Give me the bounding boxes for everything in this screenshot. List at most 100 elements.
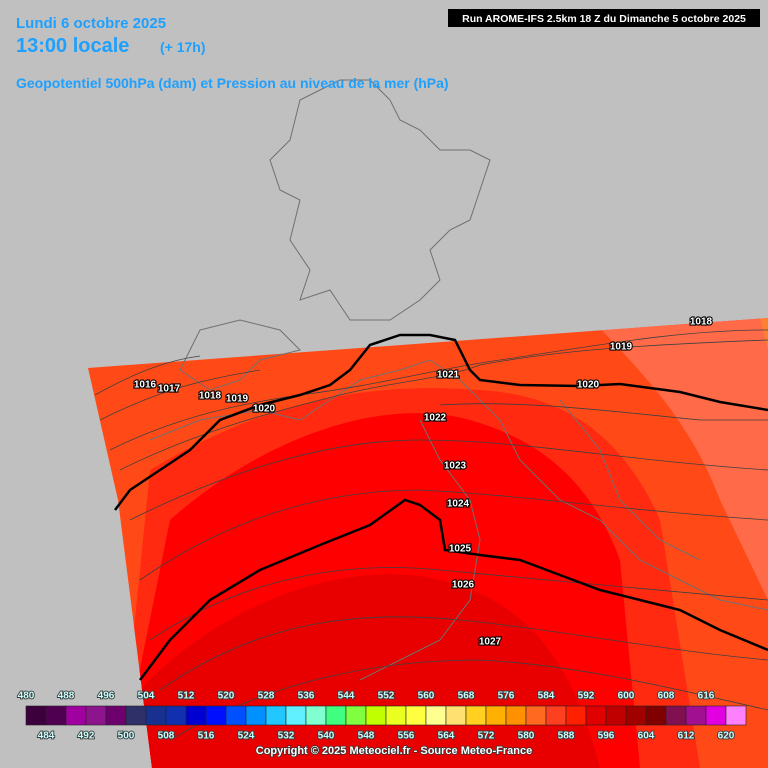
legend-label: 504 bbox=[138, 691, 155, 702]
legend-swatch bbox=[45, 705, 67, 726]
legend-swatch bbox=[25, 705, 47, 726]
legend-label: 552 bbox=[378, 691, 395, 702]
legend-label: 608 bbox=[658, 691, 675, 702]
isobar-label: 1017 bbox=[158, 384, 181, 395]
copyright: Copyright © 2025 Meteociel.fr - Source M… bbox=[256, 745, 532, 757]
legend-label: 584 bbox=[538, 691, 555, 702]
isobar-label: 1023 bbox=[444, 461, 467, 472]
legend-label: 532 bbox=[278, 731, 295, 742]
date: Lundi 6 octobre 2025 bbox=[16, 15, 166, 32]
isobar-label: 1021 bbox=[437, 370, 460, 381]
isobars-thick bbox=[114, 333, 768, 681]
legend-swatch bbox=[205, 705, 227, 726]
legend-swatch bbox=[345, 705, 367, 726]
coastlines bbox=[149, 79, 768, 681]
legend-swatch bbox=[285, 705, 307, 726]
legend-swatch bbox=[725, 705, 747, 726]
legend-swatch bbox=[185, 705, 207, 726]
legend-label: 568 bbox=[458, 691, 475, 702]
legend-swatch bbox=[565, 705, 587, 726]
legend-swatch bbox=[485, 705, 507, 726]
legend-swatch bbox=[685, 705, 707, 726]
legend-label: 576 bbox=[498, 691, 515, 702]
legend-swatch bbox=[405, 705, 427, 726]
legend-label: 564 bbox=[438, 731, 455, 742]
legend-swatch bbox=[85, 705, 107, 726]
run-box bbox=[448, 9, 760, 27]
legend-label: 528 bbox=[258, 691, 275, 702]
legend-label: 612 bbox=[678, 731, 695, 742]
legend-swatch bbox=[165, 705, 187, 726]
legend-swatch bbox=[625, 705, 647, 726]
isobar-label: 1020 bbox=[253, 404, 276, 415]
legend-label: 488 bbox=[58, 691, 75, 702]
legend-label: 544 bbox=[338, 691, 355, 702]
isobar-labels: 1016 1017 1018 1019 1020 1021 1022 1023 … bbox=[133, 316, 714, 649]
legend-swatch bbox=[445, 705, 467, 726]
legend-label: 540 bbox=[318, 731, 335, 742]
legend-swatch bbox=[365, 705, 387, 726]
legend-label: 604 bbox=[638, 731, 655, 742]
legend-label: 556 bbox=[398, 731, 415, 742]
legend-label: 500 bbox=[118, 731, 135, 742]
legend-swatch bbox=[105, 705, 127, 726]
legend-swatch bbox=[265, 705, 287, 726]
legend-label: 580 bbox=[518, 731, 535, 742]
isobars-thin bbox=[94, 329, 768, 741]
isobar-label: 1020 bbox=[577, 380, 600, 391]
lead-time: (+ 17h) bbox=[160, 39, 206, 55]
isobar-label: 1024 bbox=[447, 499, 470, 510]
legend-label: 600 bbox=[618, 691, 635, 702]
legend-label: 560 bbox=[418, 691, 435, 702]
legend-label: 496 bbox=[98, 691, 115, 702]
legend-label: 492 bbox=[78, 731, 95, 742]
isobar-label: 1022 bbox=[424, 413, 447, 424]
legend-swatch bbox=[305, 705, 327, 726]
legend-label: 480 bbox=[18, 691, 35, 702]
isobar-label: 1016 bbox=[134, 380, 157, 391]
legend-swatch bbox=[65, 705, 87, 726]
legend-label: 616 bbox=[698, 691, 715, 702]
legend-label: 548 bbox=[358, 731, 375, 742]
legend-swatch bbox=[645, 705, 667, 726]
legend-swatch bbox=[225, 705, 247, 726]
legend-swatch bbox=[425, 705, 447, 726]
isobar-label: 1025 bbox=[449, 544, 472, 555]
legend-label: 520 bbox=[218, 691, 235, 702]
legend-swatch bbox=[385, 705, 407, 726]
legend-swatch bbox=[145, 705, 167, 726]
legend: 480 484 488 492 496 500 504 508 512 516 520 524 528 5… bbox=[17, 690, 747, 743]
legend-swatch bbox=[325, 705, 347, 726]
isobar-label: 1026 bbox=[452, 580, 475, 591]
legend-label: 508 bbox=[158, 731, 175, 742]
isobar-label: 1019 bbox=[226, 394, 249, 405]
legend-label: 572 bbox=[478, 731, 495, 742]
isobar-label: 1019 bbox=[610, 342, 633, 353]
time: 13:00 locale bbox=[16, 35, 129, 57]
legend-label: 596 bbox=[598, 731, 615, 742]
legend-swatch bbox=[585, 705, 607, 726]
legend-label: 484 bbox=[38, 731, 55, 742]
geopotential-field bbox=[88, 318, 768, 768]
legend-swatch bbox=[125, 705, 147, 726]
legend-swatch bbox=[605, 705, 627, 726]
legend-swatch bbox=[465, 705, 487, 726]
legend-label: 512 bbox=[178, 691, 195, 702]
isobar-label: 1018 bbox=[690, 317, 713, 328]
legend-swatch bbox=[665, 705, 687, 726]
legend-swatch bbox=[525, 705, 547, 726]
legend-swatch bbox=[705, 705, 727, 726]
legend-swatch bbox=[505, 705, 527, 726]
legend-swatch bbox=[545, 705, 567, 726]
isobar-label: 1018 bbox=[199, 391, 222, 402]
legend-label: 620 bbox=[718, 731, 735, 742]
legend-label: 516 bbox=[198, 731, 215, 742]
legend-label: 524 bbox=[238, 731, 255, 742]
legend-label: 536 bbox=[298, 691, 315, 702]
legend-label: 592 bbox=[578, 691, 595, 702]
isobar-label: 1027 bbox=[479, 637, 502, 648]
legend-swatch bbox=[245, 705, 267, 726]
run-info: Run AROME-IFS 2.5km 18 Z du Dimanche 5 o… bbox=[462, 13, 746, 25]
